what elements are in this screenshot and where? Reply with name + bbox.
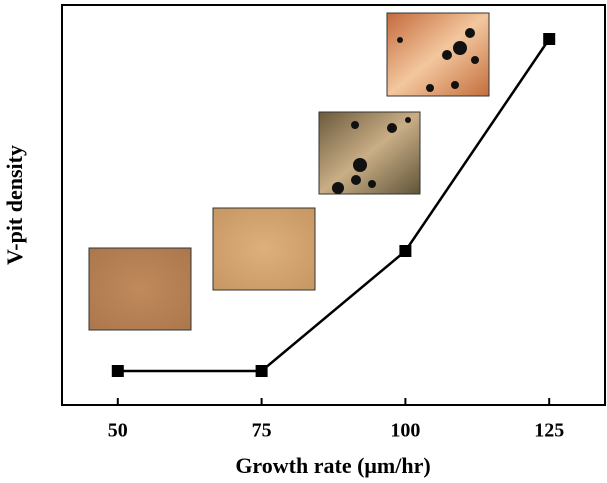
inset-image [88, 247, 192, 331]
data-point [543, 33, 556, 45]
micrograph-insets [88, 12, 490, 331]
x-tick-label: 100 [390, 420, 420, 442]
plot-frame [61, 4, 606, 406]
x-tick-label: 50 [108, 420, 128, 442]
data-point [399, 245, 412, 257]
inset-pits [332, 117, 411, 194]
x-tick-label: 125 [534, 420, 564, 442]
data-point [111, 365, 124, 377]
x-tick-label: 75 [252, 420, 272, 442]
inset-image [212, 207, 316, 291]
inset-image [318, 111, 421, 195]
inset-pits [397, 28, 479, 92]
y-axis-label: V-pit density [2, 145, 27, 265]
x-axis-label: Growth rate (μm/hr) [235, 453, 430, 478]
inset-image [386, 12, 490, 97]
data-line [117, 38, 551, 373]
data-point [255, 365, 268, 377]
